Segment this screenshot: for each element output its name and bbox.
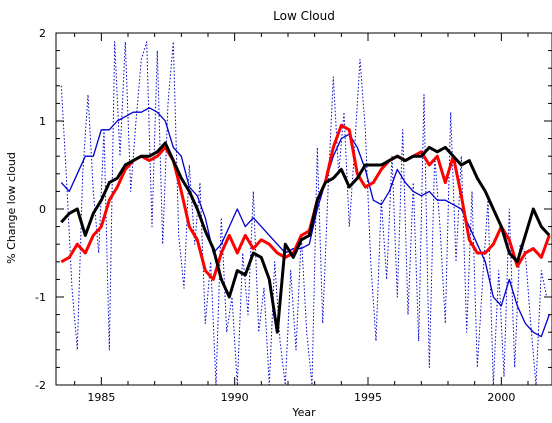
chart-title: Low Cloud bbox=[273, 9, 335, 23]
y-axis-label: % Change low cloud bbox=[5, 152, 18, 264]
x-axis-label: Year bbox=[291, 406, 316, 419]
series-line-3 bbox=[60, 123, 551, 281]
y-tick-label: 0 bbox=[39, 203, 46, 216]
y-tick-label: -2 bbox=[35, 379, 46, 392]
y-tick-label: -1 bbox=[35, 291, 46, 304]
x-tick-label: 1985 bbox=[87, 391, 115, 404]
series-line-4 bbox=[60, 141, 551, 334]
series-line-1 bbox=[60, 41, 548, 386]
ticks-layer: 1985 1990 1995 2000 -2 -1 0 1 2 bbox=[35, 27, 552, 404]
y-tick-label: 1 bbox=[39, 115, 46, 128]
series-line-2 bbox=[60, 107, 550, 338]
x-tick-label: 1995 bbox=[354, 391, 382, 404]
x-tick-label: 2000 bbox=[487, 391, 515, 404]
x-tick-label: 1990 bbox=[221, 391, 249, 404]
y-tick-label: 2 bbox=[39, 27, 46, 40]
plot-frame bbox=[55, 32, 552, 386]
series-layer bbox=[60, 41, 551, 386]
